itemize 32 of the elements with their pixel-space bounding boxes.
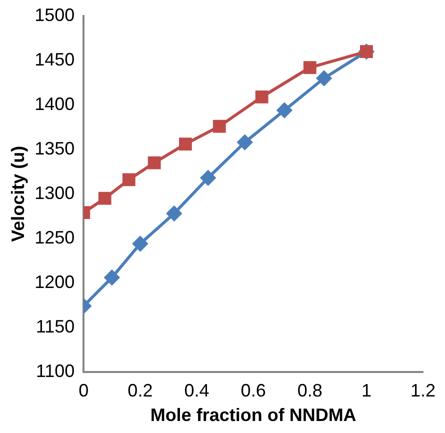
x-tick-label: 0.6 — [240, 380, 266, 401]
x-tick-label: 0.2 — [128, 380, 153, 401]
x-tick-label: 1.2 — [410, 380, 436, 401]
y-tick-label: 1500 — [34, 4, 75, 25]
x-tick-label: 0.4 — [184, 380, 210, 401]
point — [148, 156, 161, 170]
y-tick-label: 1400 — [34, 94, 75, 114]
y-tick-label: 1150 — [36, 316, 75, 336]
y-axis-title: Velocity (u) — [8, 146, 28, 242]
y-tick-label: 1350 — [34, 138, 75, 158]
x-tick-label: 0.8 — [297, 380, 322, 401]
point — [200, 170, 216, 186]
point — [303, 61, 316, 74]
y-tick-label: 1250 — [34, 227, 75, 248]
y-tick-label: 1200 — [34, 272, 75, 292]
point — [98, 192, 112, 205]
point — [316, 70, 332, 86]
point — [104, 270, 120, 286]
point — [122, 173, 136, 186]
y-tick-label: 1100 — [36, 360, 75, 381]
x-tick-label: 0 — [78, 380, 89, 401]
point — [179, 138, 192, 151]
point — [212, 120, 226, 133]
y-tick-label: 1450 — [34, 49, 75, 70]
x-axis-title: Mole fraction of NNDMA — [150, 405, 356, 426]
point — [276, 102, 292, 118]
point — [255, 90, 268, 104]
x-tick-label: 1 — [361, 380, 372, 401]
y-tick-label: 1300 — [34, 182, 75, 203]
point — [237, 134, 252, 150]
point — [166, 206, 182, 221]
point — [132, 236, 148, 252]
